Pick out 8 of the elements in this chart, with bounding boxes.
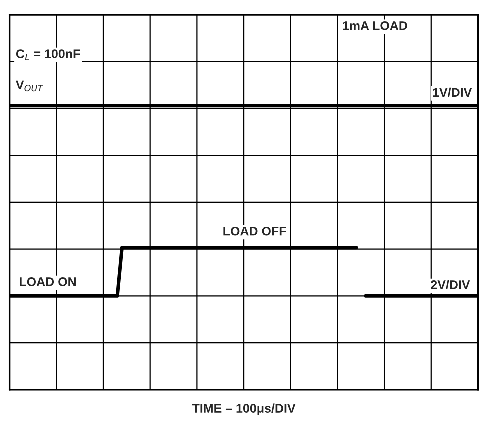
text: 1mA LOAD (343, 21, 408, 30)
annotation: LOAD OFF (224, 226, 286, 236)
text: 1V/DIV (433, 88, 472, 98)
annotation: 2V/DIV (431, 280, 470, 290)
text: C$_{L}$ = 100nF (16, 50, 80, 60)
x-axis-title: TIME – 100μs/DIV (192, 404, 296, 416)
series-label: V$_{OUT}$ (16, 80, 44, 92)
annotation: LOAD ON (20, 278, 76, 286)
